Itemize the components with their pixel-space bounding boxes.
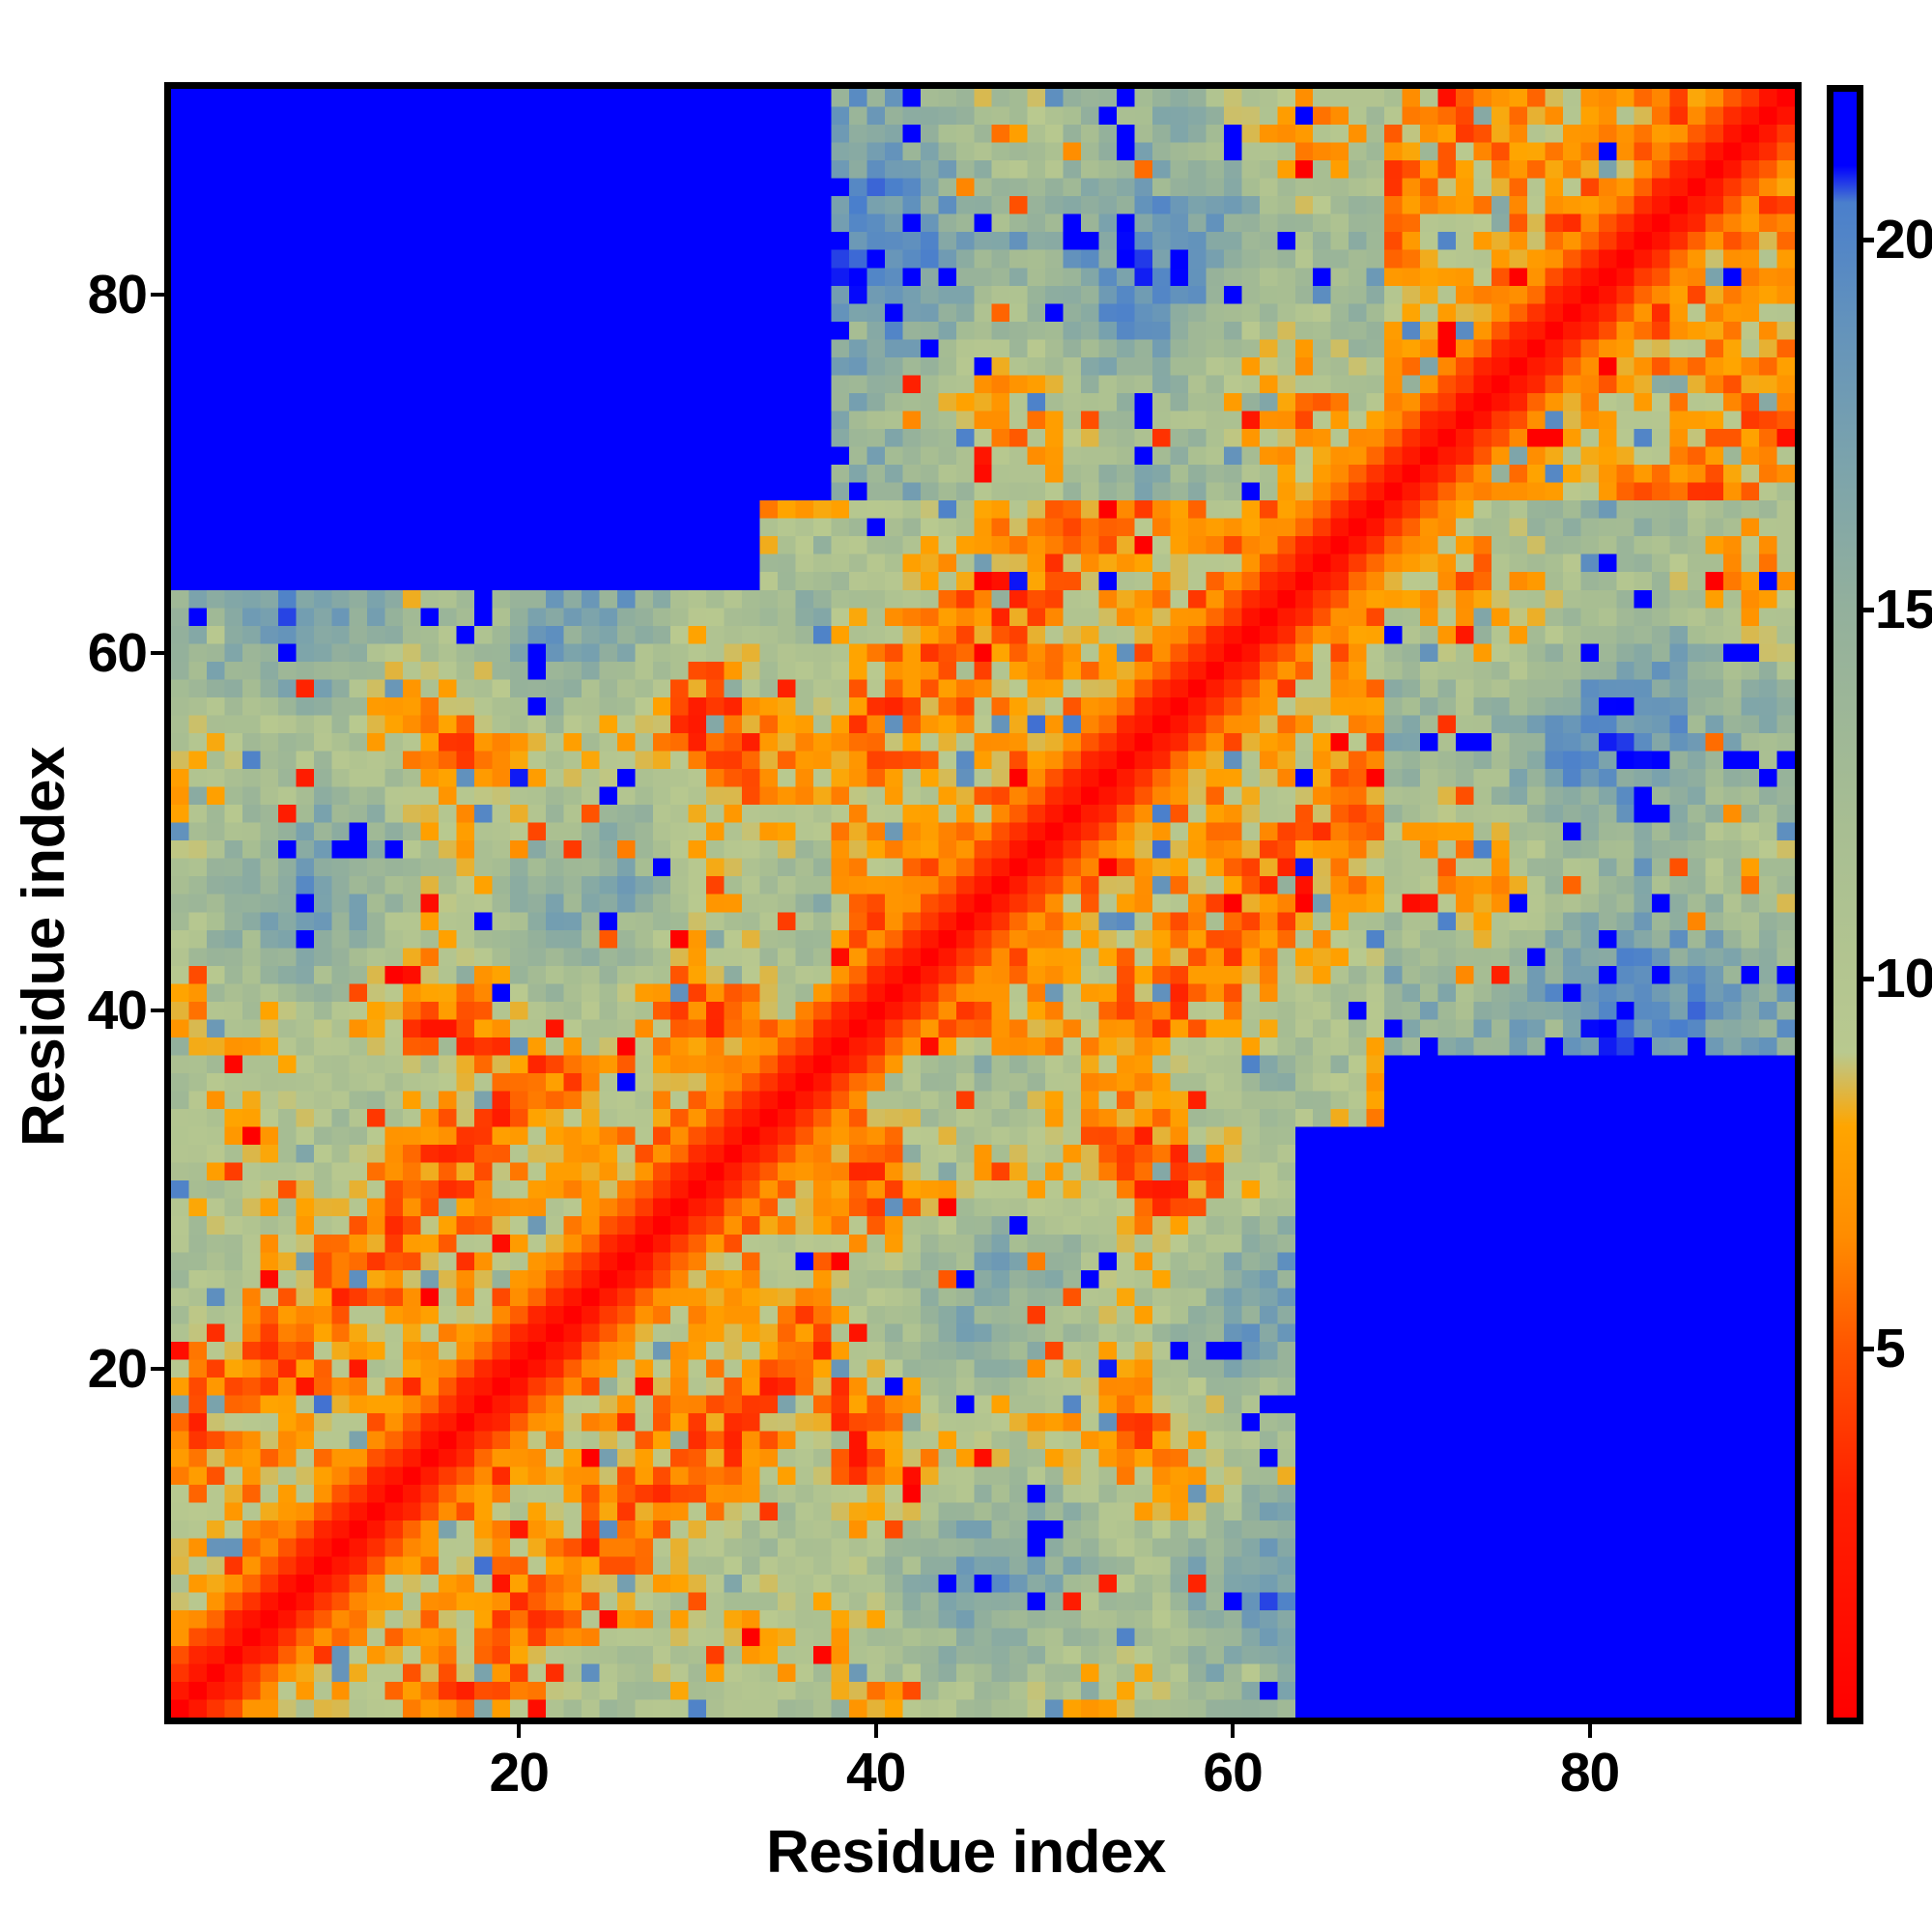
colorbar-tick-label: 10: [1875, 948, 1932, 1009]
colorbar-tick-mark: [1863, 238, 1874, 242]
colorbar-tick-mark: [1863, 607, 1874, 612]
x-tick-label: 60: [1203, 1742, 1263, 1804]
y-tick-label: 80: [87, 264, 148, 327]
x-tick-mark: [517, 1724, 522, 1738]
x-axis-label: Residue index: [766, 1819, 1166, 1886]
y-tick-mark: [151, 1009, 164, 1013]
colorbar-tick-label: 15: [1875, 578, 1932, 640]
x-tick-mark: [873, 1724, 878, 1738]
heatmap-canvas: [171, 89, 1795, 1718]
y-tick-label: 60: [87, 621, 148, 684]
x-tick-mark: [1587, 1724, 1592, 1738]
y-tick-label: 20: [87, 1337, 148, 1400]
colorbar-tick-mark: [1863, 977, 1874, 981]
colorbar: [1827, 85, 1863, 1724]
y-axis-label: Residue index: [10, 747, 77, 1147]
y-tick-mark: [151, 293, 164, 298]
y-tick-mark: [151, 1366, 164, 1371]
y-tick-mark: [151, 650, 164, 655]
colorbar-gradient: [1833, 92, 1857, 1718]
colorbar-tick-label: 5: [1875, 1317, 1906, 1379]
y-tick-label: 40: [87, 980, 148, 1042]
x-tick-label: 40: [845, 1742, 906, 1804]
colorbar-tick-mark: [1863, 1346, 1874, 1351]
x-tick-mark: [1231, 1724, 1236, 1738]
x-tick-label: 20: [489, 1742, 550, 1804]
colorbar-tick-label: 20: [1875, 209, 1932, 270]
x-tick-label: 80: [1559, 1742, 1620, 1804]
heatmap-plot-area: [164, 82, 1802, 1724]
y-axis-label-wrapper: Residue index: [0, 126, 87, 1768]
